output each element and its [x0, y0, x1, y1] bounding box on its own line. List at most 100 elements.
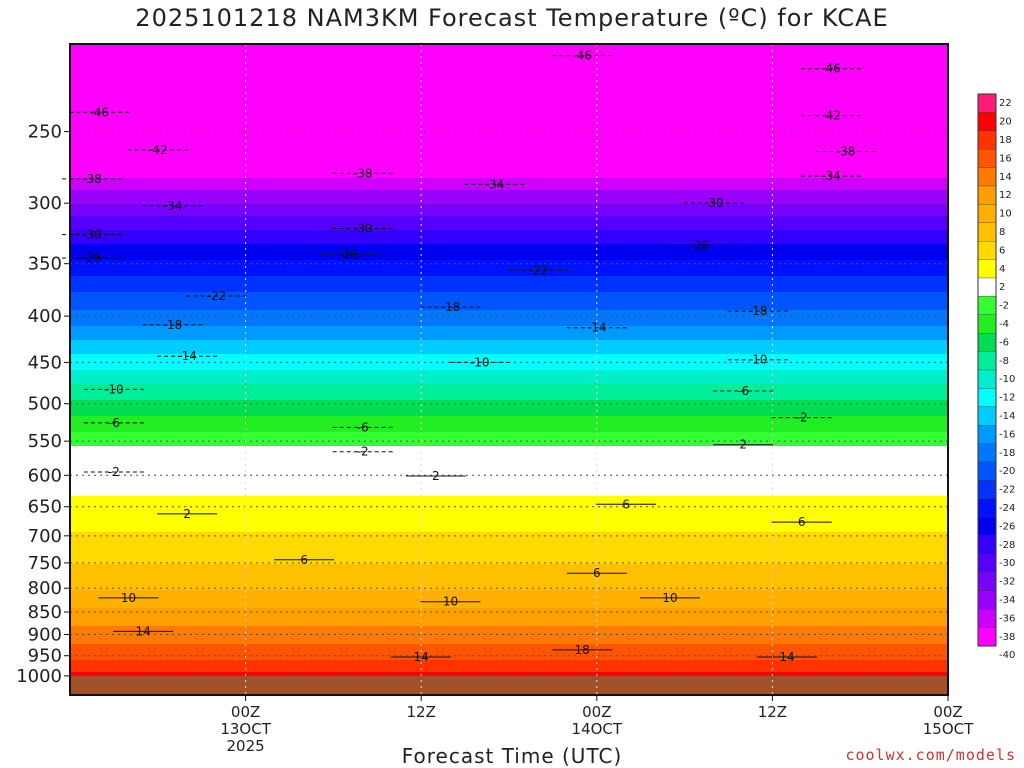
credit-text: coolwx.com/models	[845, 746, 1016, 764]
temperature-band	[70, 222, 948, 225]
colorbar-label: 12	[999, 190, 1012, 201]
temperature-band	[70, 344, 948, 347]
temperature-band	[70, 578, 948, 581]
temperature-band	[70, 478, 948, 481]
temperature-band	[70, 284, 948, 287]
temperature-band	[70, 390, 948, 393]
colorbar-swatch	[977, 241, 997, 260]
temperature-band	[70, 116, 948, 119]
temperature-band	[70, 158, 948, 161]
colorbar-label: -36	[999, 613, 1015, 624]
temperature-band	[70, 150, 948, 153]
isotherm-label: -18	[441, 300, 461, 314]
temperature-band	[70, 602, 948, 605]
y-tick-label: 750	[28, 553, 62, 574]
temperature-band	[70, 320, 948, 323]
temperature-band	[70, 314, 948, 317]
temperature-band	[70, 374, 948, 377]
temperature-band	[70, 358, 948, 361]
temperature-band	[70, 662, 948, 665]
temperature-band	[70, 190, 948, 193]
temperature-band	[70, 252, 948, 255]
colorbar-swatch	[977, 425, 997, 444]
temperature-band	[70, 172, 948, 175]
colorbar-swatch	[977, 443, 997, 463]
temperature-band	[70, 516, 948, 519]
temperature-band	[70, 406, 948, 409]
x-tick-label: 15OCT	[923, 720, 974, 738]
isotherm-label: -10	[748, 353, 768, 367]
temperature-band	[70, 184, 948, 187]
colorbar-label: -14	[999, 411, 1015, 422]
temperature-band	[70, 296, 948, 299]
colorbar-swatch	[977, 480, 997, 499]
temperature-band	[70, 492, 948, 495]
x-tick-label: 12Z	[758, 703, 787, 721]
temperature-band	[70, 170, 948, 173]
temperature-band	[70, 340, 948, 343]
temperature-band	[70, 192, 948, 195]
colorbar-label: -16	[999, 429, 1015, 440]
temperature-band	[70, 180, 948, 183]
temperature-band	[70, 408, 948, 411]
colorbar-swatch	[977, 498, 997, 518]
temperature-band	[70, 636, 948, 639]
colorbar-label: -2	[999, 301, 1009, 312]
temperature-band	[70, 566, 948, 569]
temperature-band	[70, 152, 948, 155]
colorbar-label: -20	[999, 466, 1015, 477]
temperature-band	[70, 418, 948, 421]
y-tick-label: 400	[28, 306, 62, 327]
colorbar-swatch	[977, 204, 997, 223]
temperature-band	[70, 230, 948, 233]
temperature-band	[70, 50, 948, 53]
colorbar-label: -6	[999, 337, 1009, 348]
temperature-band	[70, 460, 948, 463]
isotherm-label: -2	[108, 465, 120, 479]
y-tick-label: 500	[28, 394, 62, 415]
temperature-band	[70, 434, 948, 437]
y-tick-label: 450	[28, 352, 62, 373]
isotherm-label: -46	[572, 49, 592, 63]
colorbar-label: 10	[999, 209, 1012, 220]
temperature-band	[70, 370, 948, 373]
y-tick-label: 350	[28, 254, 62, 275]
temperature-band	[70, 206, 948, 209]
chart-title: 2025101218 NAM3KM Forecast Temperature (…	[135, 4, 889, 32]
colorbar-swatch	[977, 406, 997, 426]
temperature-band	[70, 446, 948, 449]
temperature-band	[70, 132, 948, 135]
temperature-band	[70, 606, 948, 609]
temperature-band	[70, 346, 948, 349]
x-tick-label: 00Z	[582, 703, 611, 721]
below-ground-area	[70, 675, 948, 695]
temperature-band	[70, 534, 948, 537]
temperature-band	[70, 452, 948, 455]
temperature-band	[70, 348, 948, 351]
temperature-band	[70, 486, 948, 489]
temperature-band	[70, 506, 948, 509]
colorbar-label: 2	[999, 282, 1005, 293]
colorbar-label: -32	[999, 577, 1015, 588]
x-tick-label: 00Z	[231, 703, 260, 721]
temperature-band	[70, 278, 948, 281]
temperature-band	[70, 204, 948, 207]
temperature-band	[70, 530, 948, 533]
temperature-band	[70, 498, 948, 501]
temperature-band	[70, 648, 948, 651]
temperature-band	[70, 658, 948, 661]
temperature-band	[70, 114, 948, 117]
temperature-band	[70, 450, 948, 453]
colorbar-swatch	[977, 609, 997, 628]
colorbar-label: -12	[999, 393, 1015, 404]
temperature-band	[70, 216, 948, 219]
temperature-band	[70, 56, 948, 59]
x-tick-label: 13OCT	[220, 720, 271, 738]
colorbar-swatch	[977, 167, 997, 187]
temperature-band	[70, 556, 948, 559]
temperature-band	[70, 476, 948, 479]
temperature-band	[70, 510, 948, 513]
y-tick-label: 800	[28, 578, 62, 599]
temperature-band	[70, 294, 948, 297]
temperature-band	[70, 90, 948, 93]
